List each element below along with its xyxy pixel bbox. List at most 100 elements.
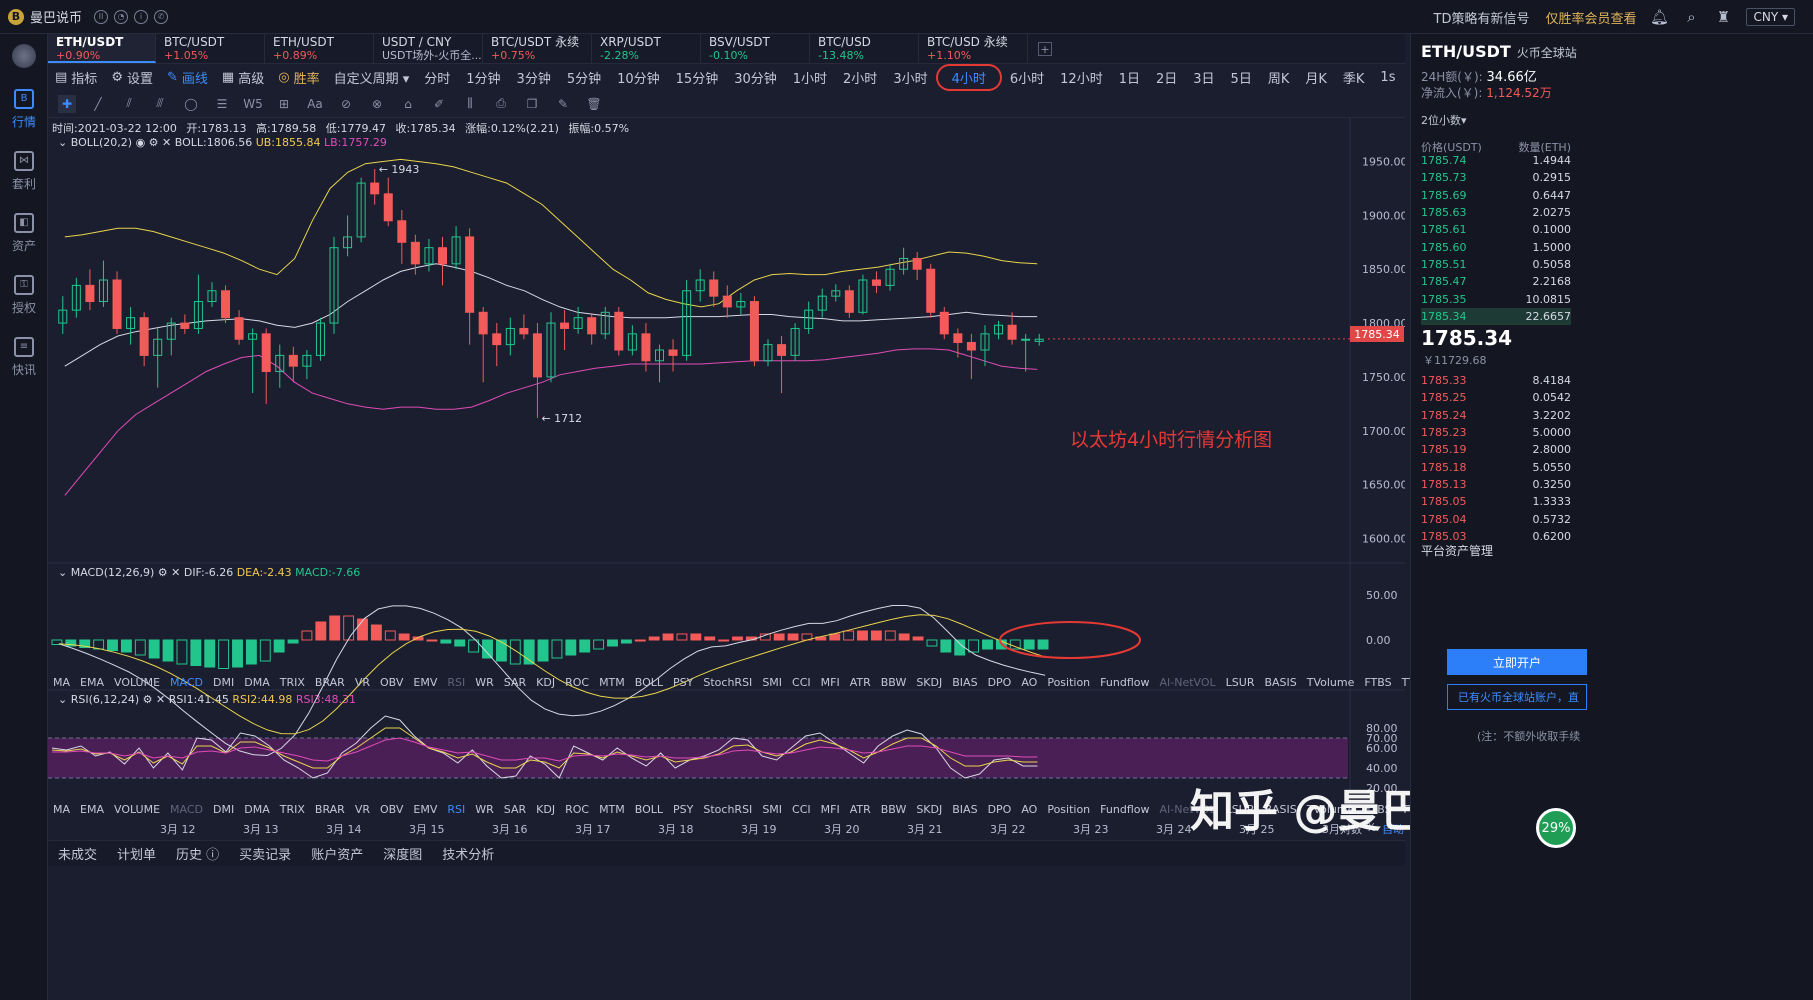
indicator-tab[interactable]: BASIS (1264, 676, 1297, 689)
indicator-tab[interactable]: SMI (762, 803, 783, 816)
candle-body[interactable] (817, 295, 827, 311)
indicator-tab[interactable]: SKDJ (916, 676, 943, 689)
candle-body[interactable] (343, 236, 353, 249)
draw-tool-icon[interactable]: ✚ (58, 94, 76, 113)
candle-body[interactable] (709, 279, 719, 297)
timeframe-button[interactable]: 12小时 (1060, 71, 1103, 87)
candle-body[interactable] (193, 301, 203, 329)
orderbook-row[interactable]: 1785.03 0.6200 (1421, 528, 1571, 545)
indicator-tab[interactable]: DMI (213, 803, 235, 816)
draw-tool-icon[interactable]: ☰ (216, 96, 228, 111)
candle-body[interactable] (749, 301, 759, 362)
indicator-tab[interactable]: MFI (820, 803, 840, 816)
toolbar-tool[interactable]: ⚙ 设置 (104, 68, 160, 87)
indicator-tab[interactable]: Fundflow (1100, 803, 1150, 816)
candle-body[interactable] (777, 344, 787, 356)
toolbar-tool[interactable]: ▦ 高级 (215, 68, 271, 87)
macd-collapse-icon[interactable]: ⌄ (58, 566, 68, 579)
candle-body[interactable] (424, 247, 434, 265)
timeframe-button[interactable]: 2日 (1155, 71, 1178, 87)
ticker-tab[interactable]: BSV/USDT -0.10% (701, 34, 810, 63)
candle-body[interactable] (1034, 338, 1044, 342)
indicator-tab[interactable]: PSY (673, 803, 694, 816)
candle-body[interactable] (641, 333, 651, 362)
candle-body[interactable] (166, 322, 176, 340)
indicator-tab[interactable]: SAR (503, 803, 527, 816)
draw-tool-icon[interactable]: ⊗ (371, 96, 383, 111)
orderbook-row[interactable]: 1785.23 5.0000 (1421, 424, 1571, 441)
progress-badge[interactable]: 29% (1536, 808, 1576, 848)
signal-notice[interactable]: TD策略有新信号 仅胜率会员查看 (1434, 8, 1637, 27)
draw-tool-icon[interactable]: ⊘ (340, 96, 352, 111)
indicator-tab[interactable]: MA (53, 676, 71, 689)
shirt-icon[interactable]: ♜ (1716, 8, 1731, 26)
candle-body[interactable] (71, 284, 81, 311)
indicator-tab[interactable]: TVolume (1306, 676, 1355, 689)
candle-body[interactable] (438, 247, 448, 265)
indicator-tab[interactable]: SKDJ (916, 803, 943, 816)
candle-body[interactable] (248, 333, 258, 340)
indicator-tab[interactable]: EMA (80, 676, 104, 689)
indicator-tab[interactable]: ROC (565, 803, 590, 816)
timeframe-button[interactable]: 分时 (424, 71, 451, 87)
draw-tool-icon[interactable]: Aa (307, 96, 323, 111)
candle-body[interactable] (478, 311, 488, 335)
asset-management[interactable]: 平台资产管理 (1421, 544, 1494, 558)
candle-body[interactable] (370, 182, 380, 195)
timeframe-button[interactable]: 5分钟 (566, 71, 602, 87)
orderbook-row[interactable]: 1785.05 1.3333 (1421, 493, 1571, 510)
candle-body[interactable] (58, 309, 68, 324)
add-tab-icon[interactable]: + (1038, 42, 1052, 56)
indicator-tab[interactable]: Position (1047, 803, 1091, 816)
candle-body[interactable] (532, 333, 542, 378)
indicator-tab[interactable]: VR (354, 803, 370, 816)
orderbook-row[interactable]: 1785.74 1.4944 (1421, 152, 1571, 169)
indicator-tab[interactable]: BOLL (634, 803, 664, 816)
indicator-tab[interactable]: OBV (380, 676, 404, 689)
indicator-tab[interactable]: FTBS (1364, 676, 1392, 689)
timeframe-button[interactable]: 2小时 (843, 71, 878, 87)
candle-body[interactable] (763, 344, 773, 362)
draw-tool-icon[interactable]: ✐ (433, 96, 445, 111)
candle-body[interactable] (153, 338, 163, 356)
timeframe-button[interactable]: 1小时 (792, 71, 828, 87)
indicator-tab[interactable]: BRAR (314, 803, 345, 816)
ticker-tab[interactable]: BTC/USD 永续 +1.10% (919, 34, 1028, 63)
draw-tool-icon[interactable]: 🗑 (586, 96, 602, 111)
indicator-tab[interactable]: RSI (447, 803, 466, 816)
candle-body[interactable] (899, 257, 909, 270)
draw-tool-icon[interactable]: ⌂ (404, 96, 412, 111)
candle-body[interactable] (600, 311, 610, 335)
indicator-tab[interactable]: BBW (880, 803, 907, 816)
candle-body[interactable] (804, 309, 814, 329)
orderbook-row[interactable]: 1785.73 0.2915 (1421, 169, 1571, 186)
candle-body[interactable] (695, 279, 705, 292)
indicator-tab[interactable]: Position (1047, 676, 1091, 689)
orderbook-row[interactable]: 1785.34 22.6657 (1421, 307, 1571, 325)
indicator-tab[interactable]: BIAS (952, 676, 978, 689)
bottom-tab[interactable]: 深度图 (383, 848, 423, 863)
candle-body[interactable] (614, 311, 624, 351)
candle-body[interactable] (736, 301, 746, 308)
indicator-tab[interactable]: SMI (762, 676, 783, 689)
timeframe-button[interactable]: 10分钟 (617, 71, 660, 87)
rsi-collapse-icon[interactable]: ⌄ (58, 693, 68, 706)
candle-body[interactable] (790, 327, 800, 356)
candle-body[interactable] (180, 322, 190, 329)
draw-tool-icon[interactable]: ⊞ (278, 96, 290, 111)
draw-tool-icon[interactable]: ⎙ (496, 96, 506, 110)
indicator-tab[interactable]: KDJ (536, 803, 556, 816)
macd-settings-icon[interactable]: ⚙ ✕ (157, 566, 181, 579)
bell-icon[interactable]: 🔔︎ (1649, 8, 1669, 26)
toolbar-tool[interactable]: ✎ 画线 (160, 68, 215, 87)
indicator-tab[interactable]: TRIX (279, 676, 305, 689)
boll-collapse-icon[interactable]: ⌄ (58, 136, 68, 149)
candle-body[interactable] (275, 354, 285, 373)
indicator-tab[interactable]: BBW (880, 676, 907, 689)
indicator-tab[interactable]: DMA (244, 676, 270, 689)
draw-tool-icon[interactable]: ◯ (184, 96, 198, 111)
candle-body[interactable] (560, 322, 570, 329)
indicator-tab[interactable]: MACD (170, 803, 204, 816)
timeframe-button[interactable]: 6小时 (1009, 71, 1045, 87)
candle-body[interactable] (722, 295, 732, 308)
